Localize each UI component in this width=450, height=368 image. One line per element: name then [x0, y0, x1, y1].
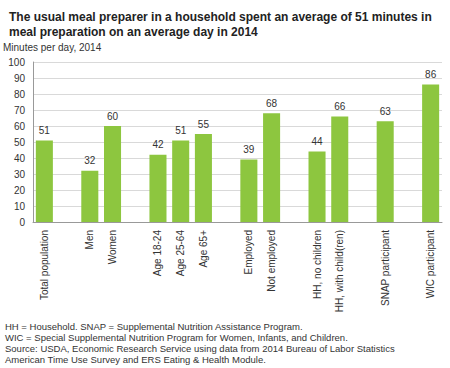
svg-text:70: 70 [14, 105, 26, 116]
svg-text:HH, with child(ren): HH, with child(ren) [334, 230, 345, 312]
svg-text:60: 60 [107, 111, 119, 122]
svg-text:80: 80 [14, 89, 26, 100]
svg-text:10: 10 [14, 201, 26, 212]
svg-text:86: 86 [425, 69, 437, 80]
svg-text:66: 66 [334, 101, 346, 112]
svg-text:42: 42 [152, 139, 164, 150]
svg-text:HH = Household. SNAP = Supplem: HH = Household. SNAP = Supplemental Nutr… [5, 321, 303, 332]
svg-text:100: 100 [8, 57, 25, 68]
svg-text:Age 25-64: Age 25-64 [175, 230, 186, 277]
svg-text:51: 51 [39, 125, 51, 136]
svg-text:51: 51 [175, 125, 187, 136]
svg-text:30: 30 [14, 169, 26, 180]
svg-text:Employed: Employed [243, 230, 254, 274]
svg-text:55: 55 [198, 119, 210, 130]
svg-text:Men: Men [84, 230, 95, 249]
svg-text:20: 20 [14, 185, 26, 196]
svg-text:SNAP participant: SNAP participant [380, 230, 391, 306]
svg-text:Age 65+: Age 65+ [198, 230, 209, 268]
svg-text:Not employed: Not employed [266, 230, 277, 292]
svg-text:meal preparation on an average: meal preparation on an average day in 20… [9, 25, 258, 39]
svg-text:Total population: Total population [39, 230, 50, 300]
svg-text:HH, no children: HH, no children [312, 230, 323, 299]
svg-text:Age 18-24: Age 18-24 [152, 230, 163, 277]
svg-text:WIC participant: WIC participant [425, 230, 436, 299]
svg-text:40: 40 [14, 153, 26, 164]
svg-text:44: 44 [311, 136, 323, 147]
svg-text:90: 90 [14, 73, 26, 84]
svg-text:32: 32 [84, 155, 96, 166]
svg-text:Women: Women [107, 230, 118, 264]
svg-text:68: 68 [266, 98, 278, 109]
svg-text:Minutes per day, 2014: Minutes per day, 2014 [3, 42, 102, 53]
svg-text:American Time Use Survey and E: American Time Use Survey and ERS Eating … [5, 354, 266, 365]
svg-text:0: 0 [19, 217, 25, 228]
svg-text:50: 50 [14, 137, 26, 148]
svg-text:WIC = Special Supplemental Nut: WIC = Special Supplemental Nutrition Pro… [5, 332, 348, 343]
svg-text:60: 60 [14, 121, 26, 132]
svg-text:Source: USDA, Economic Researc: Source: USDA, Economic Research Service … [5, 343, 395, 354]
svg-text:63: 63 [380, 106, 392, 117]
svg-text:39: 39 [243, 144, 255, 155]
svg-text:The usual meal preparer in a h: The usual meal preparer in a household s… [9, 10, 435, 24]
